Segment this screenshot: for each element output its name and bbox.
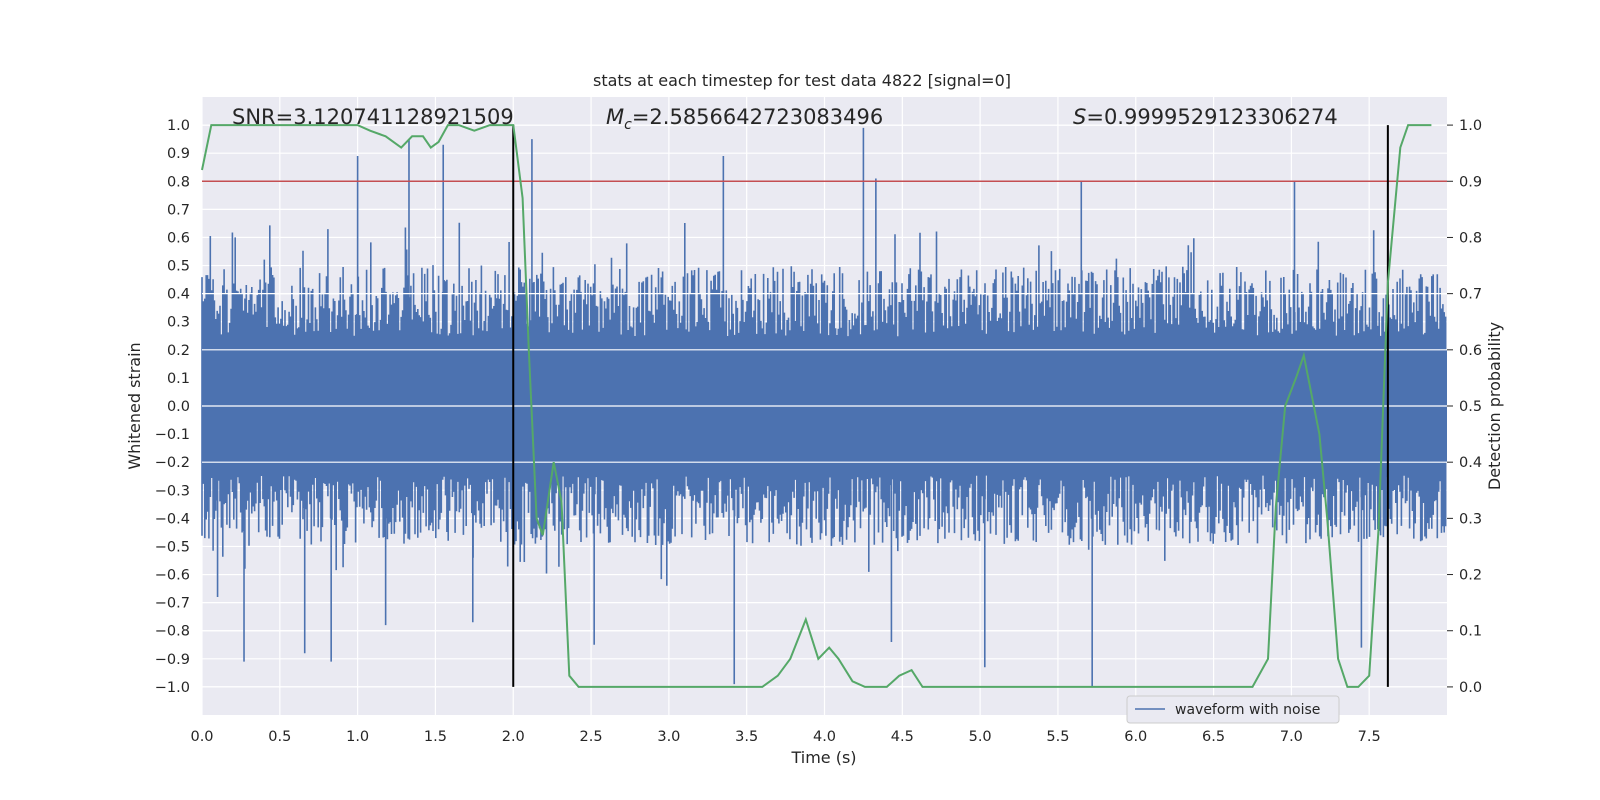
- x-tick-label: 2.0: [502, 729, 525, 745]
- y-tick-label: 1.0: [167, 118, 190, 134]
- x-tick-label: 5.0: [969, 729, 992, 745]
- y-tick-label: 0.3: [167, 315, 190, 331]
- y-tick-label: −0.6: [155, 568, 190, 584]
- y-tick-label: −0.5: [155, 539, 190, 555]
- annotation-score: S=0.9999529123306274: [1073, 105, 1338, 129]
- y2-tick-label: 0.5: [1459, 399, 1482, 415]
- y-tick-label: 0.2: [167, 343, 190, 359]
- y2-tick-label: 0.4: [1459, 455, 1482, 471]
- x-tick-label: 6.0: [1124, 729, 1147, 745]
- x-tick-label: 6.5: [1202, 729, 1225, 745]
- y-tick-label: 0.0: [167, 399, 190, 415]
- y-tick-label: 0.6: [167, 230, 190, 246]
- left-axis-ticks: 1.0 0.9 0.8 0.7 0.6 0.5 0.4 0.3 0.2 0.1 0.0 −0.1 −0.…: [155, 118, 190, 696]
- annotation-chirp-mass-value: =2.5856642723083496: [632, 105, 883, 129]
- annotation-chirp-mass-symbol: M: [606, 105, 624, 129]
- y-tick-label: −0.7: [155, 596, 190, 612]
- y-tick-label: −0.9: [155, 652, 190, 668]
- y-axis-label: Whitened strain: [125, 342, 144, 469]
- y2-tick-label: 0.7: [1459, 287, 1482, 303]
- x-tick-label: 5.5: [1046, 729, 1069, 745]
- y-tick-label: −0.3: [155, 483, 190, 499]
- x-tick-label: 4.5: [891, 729, 914, 745]
- right-axis-ticks: 1.0 0.9 0.8 0.7 0.6 0.5 0.4 0.3 0.2 0.1 0.0: [1447, 118, 1482, 696]
- y2-tick-label: 0.9: [1459, 174, 1482, 190]
- y-tick-label: 0.1: [167, 371, 190, 387]
- x-tick-label: 2.5: [580, 729, 603, 745]
- y-tick-label: 0.4: [167, 287, 190, 303]
- x-tick-label: 0.5: [268, 729, 291, 745]
- probability-series: [201, 124, 1432, 688]
- y-tick-label: −0.2: [155, 455, 190, 471]
- y2-tick-label: 0.0: [1459, 680, 1482, 696]
- annotation-chirp-mass: Mc=2.5856642723083496: [606, 105, 883, 133]
- y-tick-label: 0.9: [167, 146, 190, 162]
- y2-axis-label: Detection probability: [1485, 322, 1504, 490]
- y2-tick-label: 0.3: [1459, 511, 1482, 527]
- y-tick-label: 0.8: [167, 174, 190, 190]
- legend-label: waveform with noise: [1175, 702, 1320, 718]
- x-tick-label: 3.0: [657, 729, 680, 745]
- annotation-chirp-mass-sub: c: [624, 117, 632, 133]
- legend-box: [1126, 695, 1340, 724]
- x-tick-label: 7.5: [1358, 729, 1381, 745]
- annotation-score-symbol: S: [1073, 105, 1086, 129]
- chart-title: stats at each timestep for test data 482…: [593, 71, 1011, 90]
- waveform-series: [201, 127, 1447, 687]
- y2-tick-label: 1.0: [1459, 118, 1482, 134]
- x-tick-label: 4.0: [813, 729, 836, 745]
- y2-tick-label: 0.6: [1459, 343, 1482, 359]
- annotation-score-value: =0.9999529123306274: [1086, 105, 1337, 129]
- y-tick-label: 0.7: [167, 202, 190, 218]
- y-tick-label: −0.4: [155, 511, 190, 527]
- legend: waveform with noise: [1126, 695, 1340, 724]
- y-tick-label: −1.0: [155, 680, 190, 696]
- x-axis-ticks: 0.0 0.5 1.0 1.5 2.0 2.5 3.0 3.5 4.0 4.5 5.0 5.5 6.0 6…: [190, 729, 1380, 745]
- x-tick-label: 7.0: [1280, 729, 1303, 745]
- x-tick-label: 0.0: [190, 729, 213, 745]
- overlay-lines: [202, 125, 1447, 687]
- x-axis-label: Time (s): [790, 748, 856, 767]
- annotation-snr: SNR=3.120741128921509: [232, 105, 514, 129]
- x-tick-label: 1.0: [346, 729, 369, 745]
- y-tick-label: 0.5: [167, 259, 190, 275]
- y2-tick-label: 0.8: [1459, 230, 1482, 246]
- probability-line: [201, 124, 1432, 688]
- y2-tick-label: 0.2: [1459, 568, 1482, 584]
- y-tick-label: −0.8: [155, 624, 190, 640]
- y2-tick-label: 0.1: [1459, 624, 1482, 640]
- x-tick-label: 3.5: [735, 729, 758, 745]
- x-tick-label: 1.5: [424, 729, 447, 745]
- y-tick-label: −0.1: [155, 427, 190, 443]
